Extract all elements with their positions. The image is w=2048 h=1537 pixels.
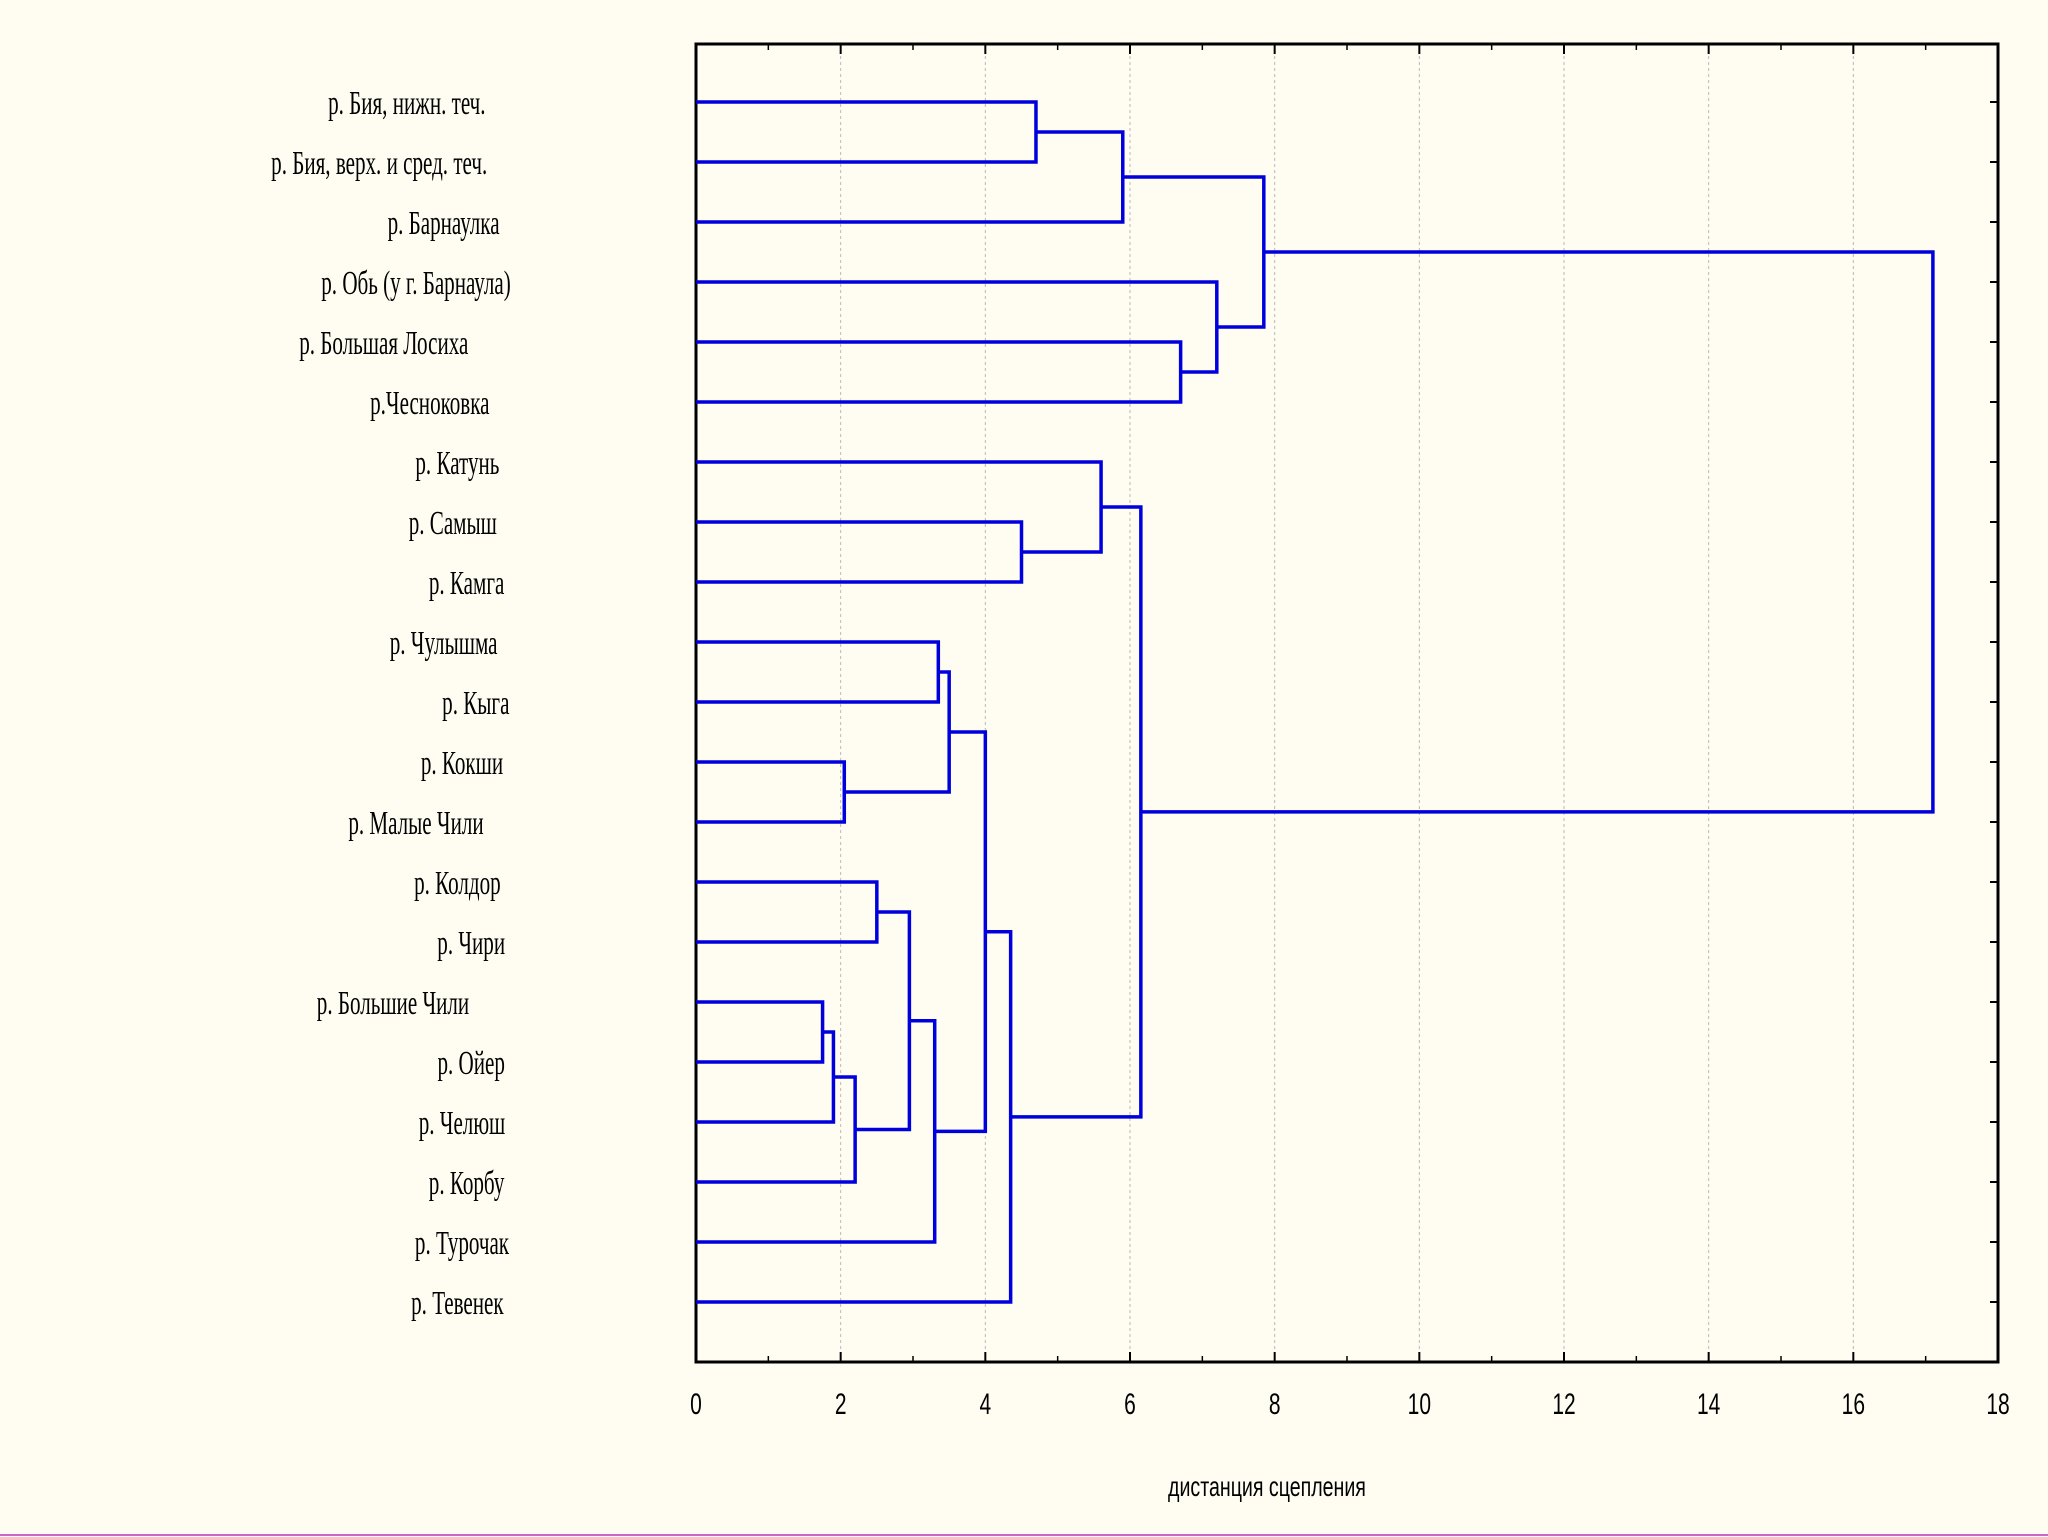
x-tick-label: 8 xyxy=(1269,1389,1281,1421)
leaf-label: р. Кокши xyxy=(421,745,503,782)
leaf-label: р. Турочак xyxy=(415,1225,509,1262)
leaf-label: р. Ойер xyxy=(437,1045,504,1082)
leaf-label: р. Кыга xyxy=(442,685,510,722)
dendrogram-link xyxy=(934,730,988,1134)
leaf-labels: р. Бия, нижн. теч. р. Бия, верх. и сред. … xyxy=(271,85,511,1322)
leaf-label: р. Бия, нижн. теч. xyxy=(328,85,485,122)
dendrogram-links xyxy=(696,100,1935,1304)
x-tick-label: 6 xyxy=(1124,1389,1136,1421)
leaf-label: р.Чесноковка xyxy=(370,385,490,422)
leaf-label: р. Большие Чили xyxy=(317,985,469,1022)
dendrogram-link xyxy=(696,760,847,824)
x-tick-label: 12 xyxy=(1552,1389,1575,1421)
x-tick-label: 14 xyxy=(1697,1389,1720,1421)
dendrogram-link xyxy=(696,880,879,944)
dendrogram-link xyxy=(696,1075,857,1184)
dendrogram-link xyxy=(855,910,912,1132)
leaf-label: р. Барнаулка xyxy=(388,205,500,242)
leaf-label: р. Большая Лосиха xyxy=(299,325,468,362)
leaf-label: р. Корбу xyxy=(429,1165,505,1202)
leaf-label: р. Тевенек xyxy=(411,1285,504,1322)
x-axis-title: дистанция сцепления xyxy=(1168,1472,1366,1503)
dendrogram-link xyxy=(696,340,1183,404)
leaf-label: р. Малые Чили xyxy=(348,805,483,842)
leaf-label: р. Бия, верх. и сред. теч. xyxy=(271,145,487,182)
leaf-label: р. Челюш xyxy=(419,1105,506,1142)
x-axis-tick-labels: 0 2 4 6 8 10 12 14 16 18 xyxy=(690,1389,2010,1421)
dendrogram-link xyxy=(1140,250,1935,814)
leaf-label: р. Самыш xyxy=(409,505,497,542)
dendrogram-link xyxy=(696,1000,825,1064)
x-tick-label: 18 xyxy=(1986,1389,2009,1421)
leaf-label: р. Обь (у г. Барнаула) xyxy=(321,265,510,302)
leaf-label: р. Катунь xyxy=(415,445,499,482)
dendrogram-link xyxy=(696,1030,836,1124)
vertical-gridlines xyxy=(840,44,1854,1362)
leaf-label: р. Камга xyxy=(429,565,505,602)
x-tick-label: 16 xyxy=(1842,1389,1865,1421)
leaf-label: р. Чири xyxy=(437,925,505,962)
x-tick-label: 4 xyxy=(979,1389,991,1421)
leaf-label: р. Чулышма xyxy=(390,625,498,662)
x-tick-label: 0 xyxy=(690,1389,702,1421)
leaf-label: р. Колдор xyxy=(414,865,501,902)
x-tick-label: 10 xyxy=(1408,1389,1431,1421)
x-tick-label: 2 xyxy=(835,1389,847,1421)
